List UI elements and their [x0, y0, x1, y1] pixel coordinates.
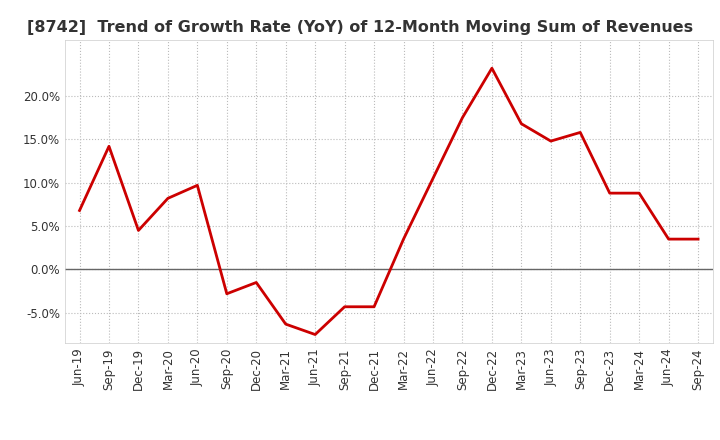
Text: [8742]  Trend of Growth Rate (YoY) of 12-Month Moving Sum of Revenues: [8742] Trend of Growth Rate (YoY) of 12-…: [27, 20, 693, 35]
